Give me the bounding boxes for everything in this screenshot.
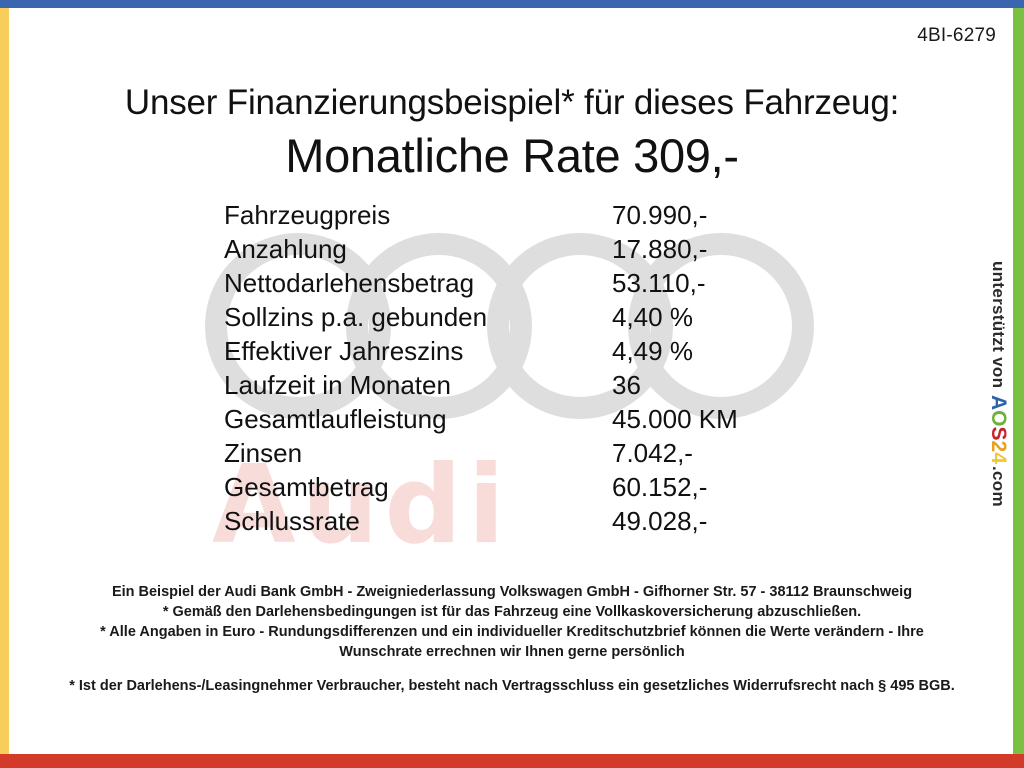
top-accent-bar <box>0 0 1024 8</box>
row-value: 53.110,- <box>612 268 706 298</box>
row-label: Schlussrate <box>224 506 360 536</box>
row-value: 4,40 % <box>612 302 693 332</box>
logo-digit-4: 4 <box>987 451 1010 464</box>
row-value: 49.028,- <box>612 506 708 536</box>
monthly-rate-headline: Monatliche Rate 309,- <box>285 129 739 182</box>
row-label: Nettodarlehensbetrag <box>224 268 475 298</box>
legal-line-withdrawal: * Ist der Darlehens-/Leasingnehmer Verbr… <box>69 678 955 694</box>
legal-line-currency: * Alle Angaben in Euro - Rundungsdiffere… <box>100 624 924 660</box>
finance-details-table: Fahrzeugpreis 70.990,- Anzahlung 17.880,… <box>224 200 844 540</box>
sponsor-strip: unterstützt von AOS24 .com <box>983 0 1013 768</box>
left-accent-bar <box>0 8 9 754</box>
logo-letter-o: O <box>987 409 1010 427</box>
row-label: Fahrzeugpreis <box>224 200 391 230</box>
row-label: Sollzins p.a. gebunden <box>224 302 488 332</box>
sponsor-domain: .com <box>989 465 1008 507</box>
aos24-logo[interactable]: AOS24 <box>986 395 1010 464</box>
row-label: Effektiver Jahreszins <box>224 336 464 366</box>
row-value: 4,49 % <box>612 336 693 366</box>
legal-line-bank: Ein Beispiel der Audi Bank GmbH - Zweign… <box>111 584 913 600</box>
row-label: Gesamtlaufleistung <box>224 404 447 434</box>
row-value: 60.152,- <box>612 472 708 502</box>
row-value: 70.990,- <box>612 200 708 230</box>
row-value: 17.880,- <box>612 234 708 264</box>
table-row: Fahrzeugpreis 70.990,- <box>224 200 844 234</box>
row-label: Anzahlung <box>224 234 347 264</box>
row-label: Gesamtbetrag <box>224 472 389 502</box>
page-title: Unser Finanzierungsbeispiel* für dieses … <box>124 83 900 122</box>
table-row: Anzahlung 17.880,- <box>224 234 844 268</box>
legal-line-insurance: * Gemäß den Darlehensbedingungen ist für… <box>162 604 862 620</box>
table-row: Gesamtlaufleistung 45.000 KM <box>224 404 844 438</box>
table-row: Schlussrate 49.028,- <box>224 506 844 540</box>
row-label: Laufzeit in Monaten <box>224 370 451 400</box>
table-row: Nettodarlehensbetrag 53.110,- <box>224 268 844 302</box>
logo-digit-2: 2 <box>987 440 1010 452</box>
bottom-accent-bar <box>0 754 1024 768</box>
row-value: 36 <box>612 370 641 400</box>
row-value: 7.042,- <box>612 438 693 468</box>
table-row: Effektiver Jahreszins 4,49 % <box>224 336 844 370</box>
table-row: Sollzins p.a. gebunden 4,40 % <box>224 302 844 336</box>
logo-letter-a: A <box>987 394 1010 410</box>
logo-letter-s: S <box>987 426 1010 441</box>
sponsor-inner: unterstützt von AOS24 .com <box>986 261 1010 506</box>
vehicle-id: 4BI-6279 <box>917 25 996 46</box>
row-label: Zinsen <box>224 438 303 468</box>
table-row: Gesamtbetrag 60.152,- <box>224 472 844 506</box>
table-row: Laufzeit in Monaten 36 <box>224 370 844 404</box>
table-row: Zinsen 7.042,- <box>224 438 844 472</box>
row-value: 45.000 KM <box>612 404 738 434</box>
sponsor-prefix: unterstützt von <box>989 261 1008 389</box>
legal-disclaimer: Ein Beispiel der Audi Bank GmbH - Zweign… <box>62 582 962 696</box>
right-accent-bar <box>1013 8 1024 754</box>
